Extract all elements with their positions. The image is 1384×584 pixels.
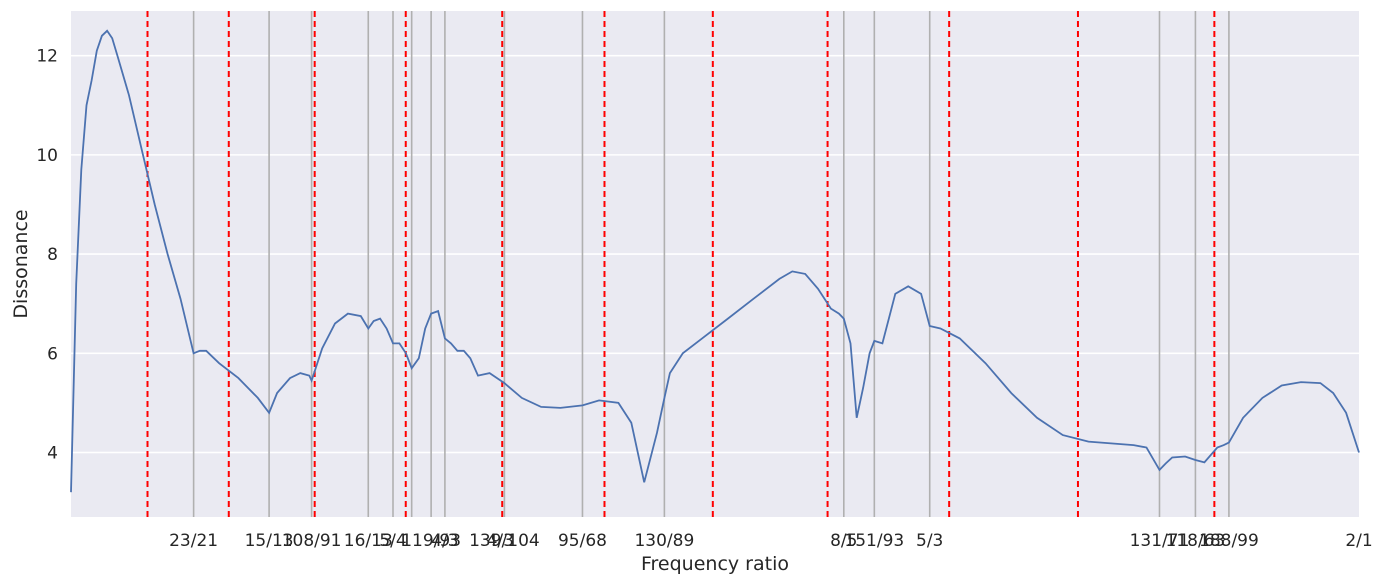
y-tick-label: 6 <box>47 344 58 364</box>
x-tick-label: 130/89 <box>634 531 694 551</box>
plot-area <box>71 11 1359 517</box>
x-tick-label: 95/68 <box>558 531 607 551</box>
dissonance-curve <box>70 29 1360 493</box>
x-tick-label: 15/13 <box>245 531 294 551</box>
gray-vertical-lines <box>192 11 1230 517</box>
x-tick-label: 131/71 <box>1130 531 1190 551</box>
x-tick-label: 4/3 <box>487 531 514 551</box>
x-tick-label: 5/3 <box>916 531 943 551</box>
y-tick-label: 10 <box>36 146 58 166</box>
x-tick-label: 108/91 <box>282 531 342 551</box>
x-tick-label: 188/99 <box>1199 531 1259 551</box>
x-tick-label: 151/93 <box>844 531 904 551</box>
x-tick-label: 119/93 <box>401 531 461 551</box>
x-tick-label: 139/104 <box>469 531 540 551</box>
x-tick-label: 4/3 <box>431 531 458 551</box>
y-tick-label: 12 <box>36 47 58 67</box>
x-tick-label: 5/4 <box>379 531 406 551</box>
red-dashed-lines <box>146 11 1216 517</box>
x-tick-label: 2/1 <box>1345 531 1372 551</box>
y-tick-label: 4 <box>47 444 58 464</box>
x-tick-label: 16/13 <box>344 531 393 551</box>
y-tick-labels: 4 6 8 10 12 <box>36 47 58 464</box>
curve-group <box>70 29 1360 493</box>
y-tick-label: 8 <box>47 245 58 265</box>
horizontal-gridlines <box>71 54 1359 454</box>
x-axis-label: Frequency ratio <box>641 553 789 575</box>
x-tick-label: 23/21 <box>169 531 218 551</box>
x-tick-label: 118/63 <box>1166 531 1226 551</box>
y-axis-label: Dissonance <box>10 209 32 318</box>
x-tick-label: 8/5 <box>830 531 857 551</box>
